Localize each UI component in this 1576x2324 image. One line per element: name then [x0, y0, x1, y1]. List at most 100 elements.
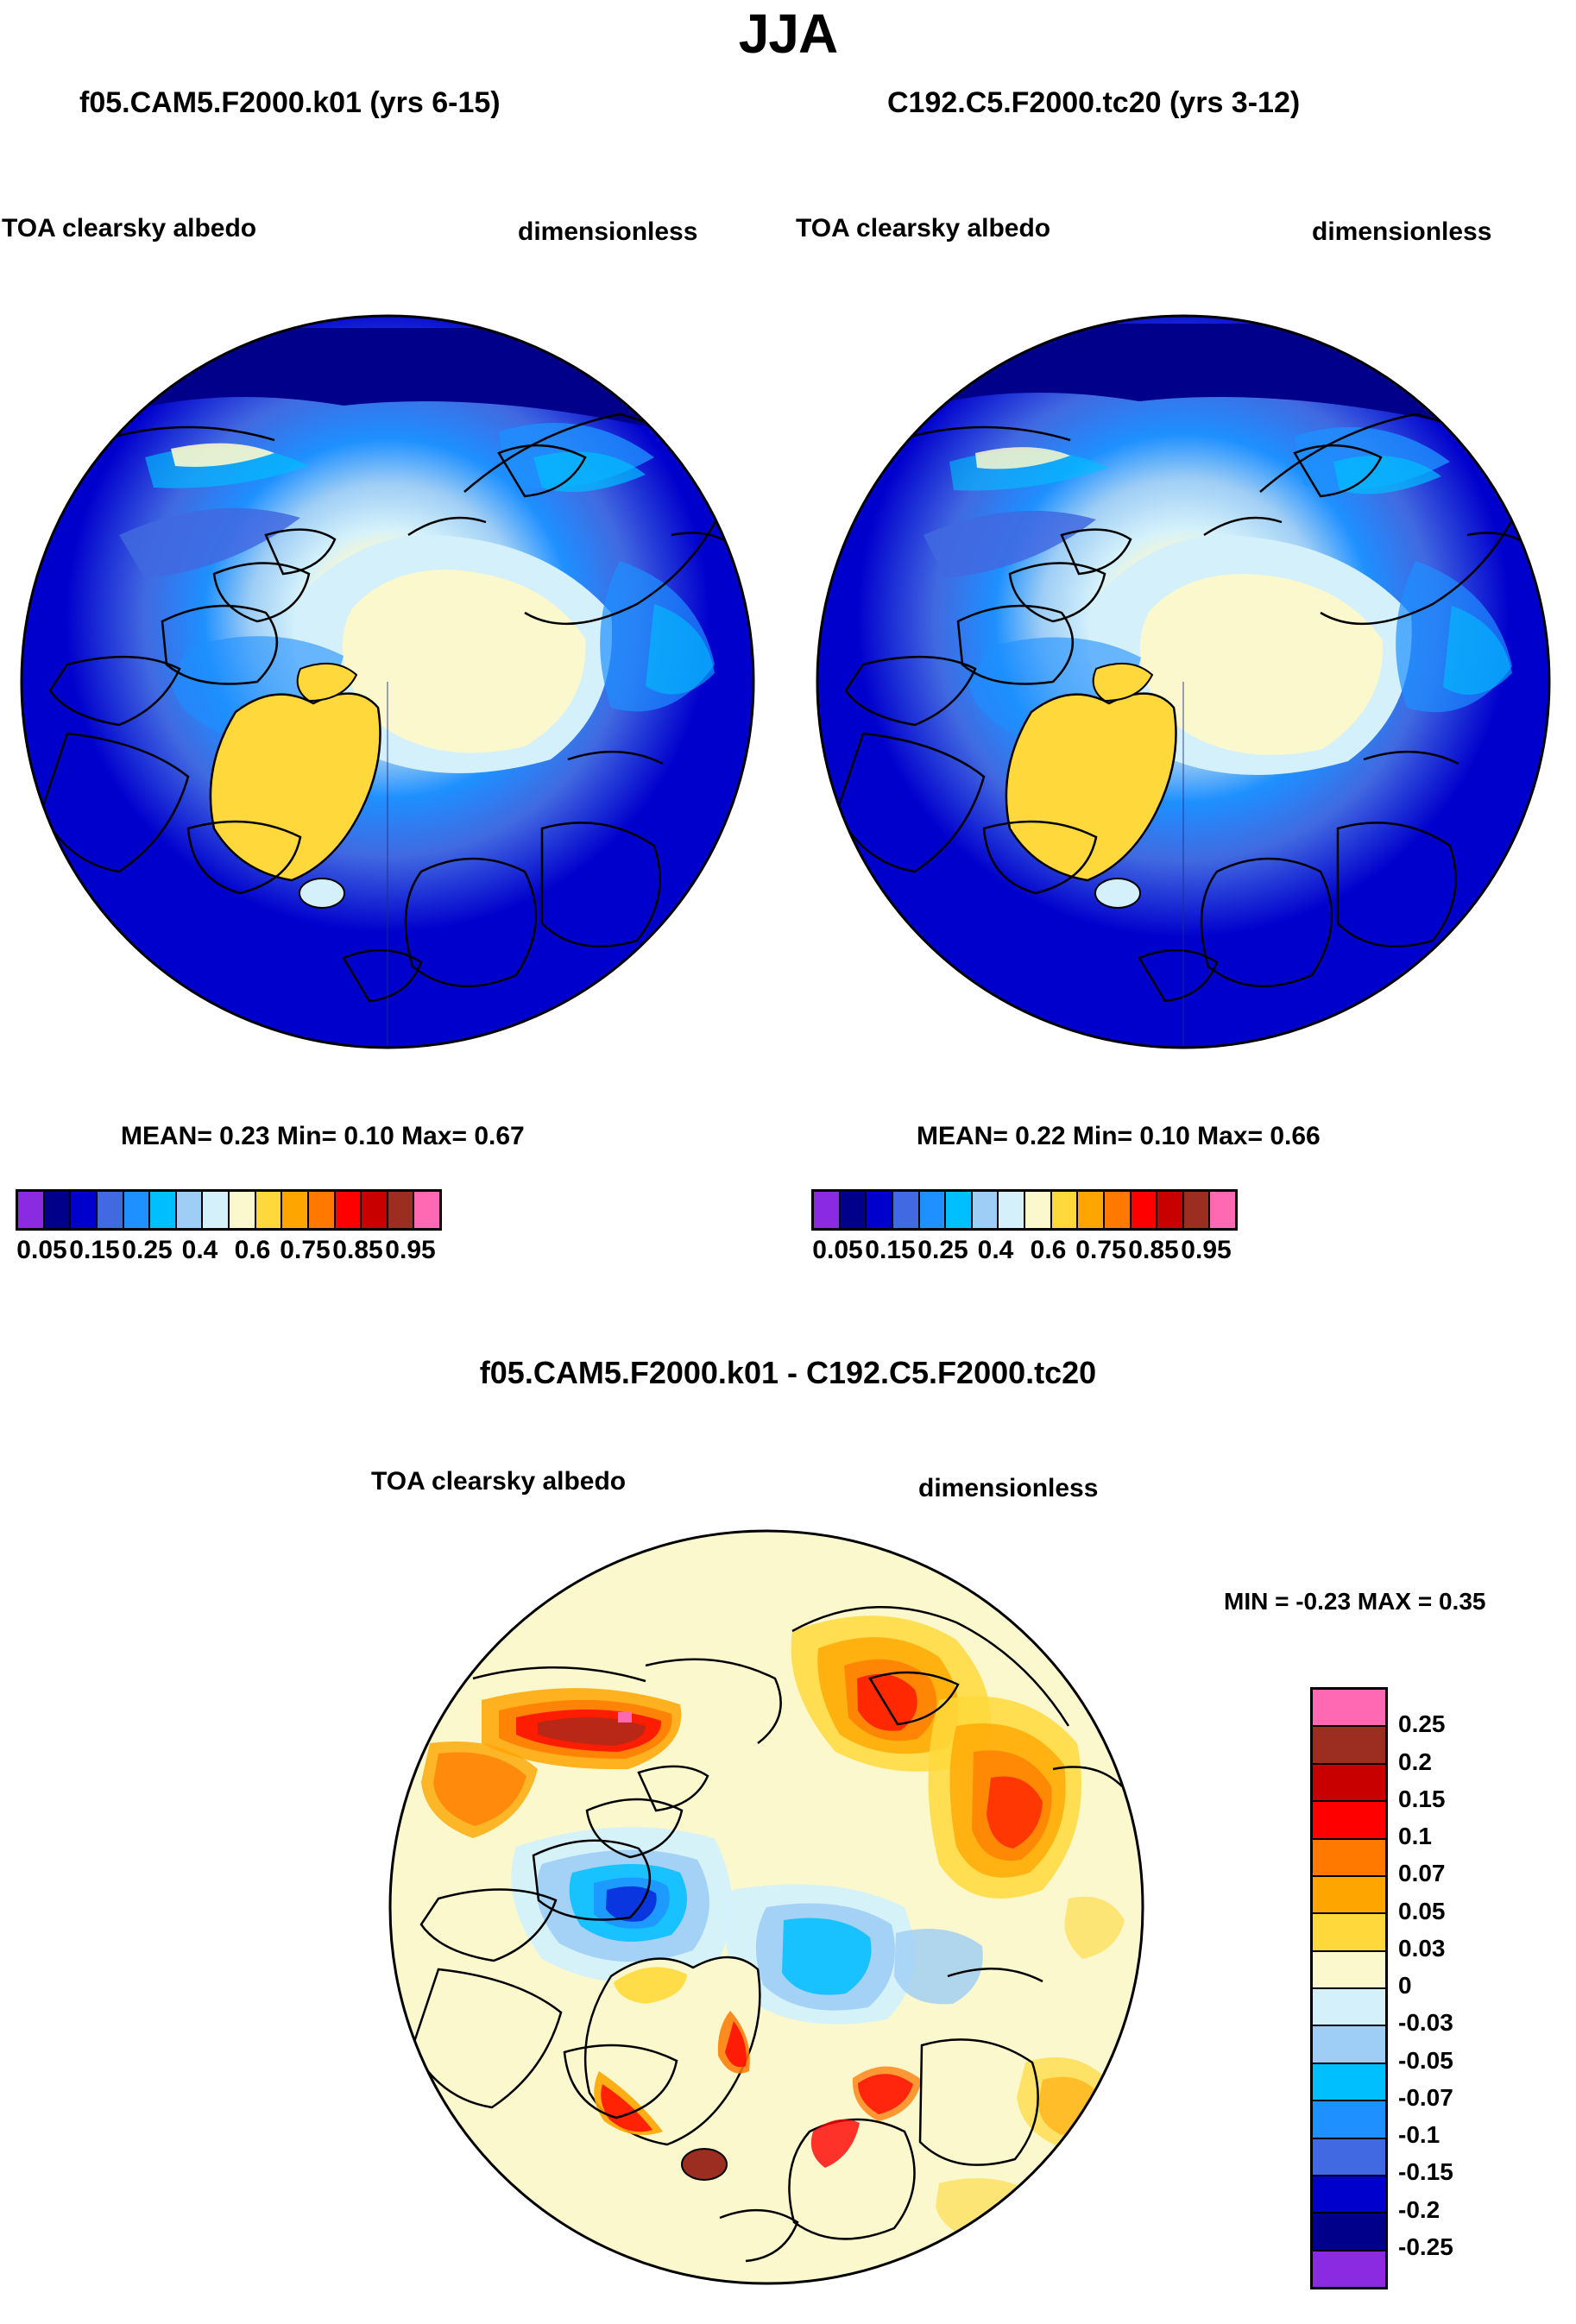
colorbar-diff-cell-9 [1313, 2026, 1385, 2064]
colorbar-tick-label: 0.05 [812, 1236, 863, 1264]
colorbar-diff-cell-14 [1313, 2214, 1385, 2252]
difference-panel-title: f05.CAM5.F2000.k01 - C192.C5.F2000.tc20 [479, 1355, 1097, 1390]
colorbar-tick-label: 0.95 [385, 1236, 436, 1264]
colorbar-cell-3 [97, 1192, 124, 1228]
colorbar-cell-15 [1210, 1192, 1235, 1228]
colorbar-tick-label: 0.75 [280, 1236, 331, 1264]
colorbar-diff-tick-label: -0.03 [1398, 2009, 1453, 2037]
colorbar-cell-3 [892, 1192, 920, 1228]
colorbar-tick-label: 0.15 [865, 1236, 916, 1264]
colorbar-diff-cell-10 [1313, 2063, 1385, 2102]
map-panel-right [811, 276, 1555, 1087]
colorbar-difference [1310, 1687, 1388, 2289]
colorbar-cell-12 [1131, 1192, 1158, 1228]
colorbar-cell-13 [1157, 1192, 1184, 1228]
colorbar-cell-14 [388, 1192, 415, 1228]
difference-minmax-label: MIN = -0.23 MAX = 0.35 [1224, 1588, 1486, 1615]
colorbar-tick-label: 0.4 [181, 1236, 218, 1264]
map-difference-svg [388, 1529, 1144, 2285]
colorbar-tick-label: 0.4 [977, 1236, 1014, 1264]
colorbar-right-labels: 0.05 0.15 0.25 0.4 0.6 0.75 0.85 0.95 [811, 1236, 1232, 1275]
colorbar-diff-tick-label: 0 [1398, 1972, 1412, 1999]
map-right-svg [816, 314, 1551, 1049]
units-label-right: dimensionless [1312, 217, 1492, 246]
colorbar-diff-cell-7 [1313, 1951, 1385, 1989]
colorbar-diff-cell-6 [1313, 1914, 1385, 1952]
colorbar-cell-9 [255, 1192, 283, 1228]
colorbar-cell-8 [1025, 1192, 1052, 1228]
colorbar-tick-label: 0.85 [1128, 1236, 1179, 1264]
colorbar-cell-2 [867, 1192, 893, 1228]
map-panel-difference [387, 1527, 1146, 2287]
colorbar-right [811, 1189, 1238, 1231]
difference-variable-label: TOA clearsky albedo [371, 1467, 627, 1496]
colorbar-cell-6 [972, 1192, 999, 1228]
colorbar-cell-5 [150, 1192, 177, 1228]
colorbar-diff-cell-8 [1313, 1989, 1385, 2027]
colorbar-tick-label: 0.6 [234, 1236, 271, 1264]
colorbar-tick-label: 0.05 [16, 1236, 67, 1264]
colorbar-diff-tick-label: 0.15 [1398, 1785, 1446, 1812]
colorbar-diff-cell-5 [1313, 1876, 1385, 1915]
colorbar-diff-cell-11 [1313, 2101, 1385, 2139]
colorbar-diff-cell-13 [1313, 2176, 1385, 2214]
colorbar-diff-cell-0 [1313, 1690, 1385, 1728]
colorbar-cell-15 [414, 1192, 439, 1228]
panel-title-left: f05.CAM5.F2000.k01 (yrs 6-15) [79, 86, 501, 119]
colorbar-diff-tick-label: 0.05 [1398, 1897, 1446, 1924]
colorbar-cell-11 [1104, 1192, 1132, 1228]
colorbar-cell-8 [230, 1192, 256, 1228]
units-label-left: dimensionless [518, 217, 698, 246]
colorbar-diff-tick-label: -0.15 [1398, 2158, 1453, 2186]
colorbar-cell-11 [308, 1192, 336, 1228]
colorbar-tick-label: 0.25 [917, 1236, 968, 1264]
colorbar-left [16, 1189, 442, 1231]
colorbar-tick-label: 0.25 [122, 1236, 173, 1264]
colorbar-cell-1 [840, 1192, 867, 1228]
variable-label-left: TOA clearsky albedo [2, 214, 257, 242]
stats-left: MEAN= 0.23 Min= 0.10 Max= 0.67 [121, 1122, 525, 1150]
colorbar-cell-5 [946, 1192, 973, 1228]
colorbar-diff-tick-label: -0.1 [1398, 2121, 1440, 2148]
colorbar-tick-label: 0.85 [332, 1236, 383, 1264]
colorbar-tick-label: 0.95 [1181, 1236, 1232, 1264]
colorbar-tick-label: 0.6 [1030, 1236, 1067, 1264]
colorbar-left-labels: 0.05 0.15 0.25 0.4 0.6 0.75 0.85 0.95 [16, 1236, 437, 1275]
difference-units-label: dimensionless [918, 1474, 1099, 1502]
colorbar-diff-tick-label: -0.07 [1398, 2083, 1453, 2111]
colorbar-cell-14 [1183, 1192, 1211, 1228]
colorbar-diff-cell-3 [1313, 1802, 1385, 1840]
colorbar-diff-tick-label: 0.03 [1398, 1934, 1446, 1962]
colorbar-diff-tick-label: 0.1 [1398, 1823, 1432, 1849]
colorbar-diff-cell-1 [1313, 1727, 1385, 1765]
variable-label-right: TOA clearsky albedo [796, 214, 1051, 242]
map-left-svg [20, 314, 755, 1049]
colorbar-cell-0 [18, 1192, 45, 1228]
colorbar-cell-4 [919, 1192, 947, 1228]
colorbar-cell-12 [335, 1192, 362, 1228]
panel-title-right: C192.C5.F2000.tc20 (yrs 3-12) [887, 86, 1301, 119]
colorbar-cell-9 [1051, 1192, 1079, 1228]
stats-right: MEAN= 0.22 Min= 0.10 Max= 0.66 [917, 1122, 1321, 1150]
colorbar-diff-cell-2 [1313, 1764, 1385, 1803]
colorbar-cell-7 [999, 1192, 1025, 1228]
main-title: JJA [738, 3, 838, 65]
colorbar-cell-6 [176, 1192, 204, 1228]
map-panel-left [16, 276, 760, 1087]
colorbar-cell-10 [282, 1192, 309, 1228]
colorbar-tick-label: 0.75 [1075, 1236, 1126, 1264]
colorbar-cell-1 [44, 1192, 72, 1228]
colorbar-cell-10 [1078, 1192, 1105, 1228]
colorbar-diff-tick-label: 0.07 [1398, 1860, 1446, 1887]
colorbar-diff-cell-15 [1313, 2251, 1385, 2287]
colorbar-diff-tick-label: -0.05 [1398, 2046, 1453, 2074]
colorbar-difference-labels: 0.25 0.2 0.15 0.1 0.07 0.05 0.03 0 -0.03 -0.05 -0.… [1398, 1687, 1571, 2284]
colorbar-cell-0 [814, 1192, 841, 1228]
colorbar-tick-label: 0.15 [69, 1236, 120, 1264]
colorbar-diff-tick-label: -0.25 [1398, 2233, 1453, 2260]
colorbar-cell-4 [123, 1192, 151, 1228]
colorbar-diff-tick-label: 0.25 [1398, 1710, 1446, 1738]
colorbar-cell-7 [203, 1192, 230, 1228]
colorbar-cell-13 [362, 1192, 388, 1228]
colorbar-cell-2 [71, 1192, 98, 1228]
